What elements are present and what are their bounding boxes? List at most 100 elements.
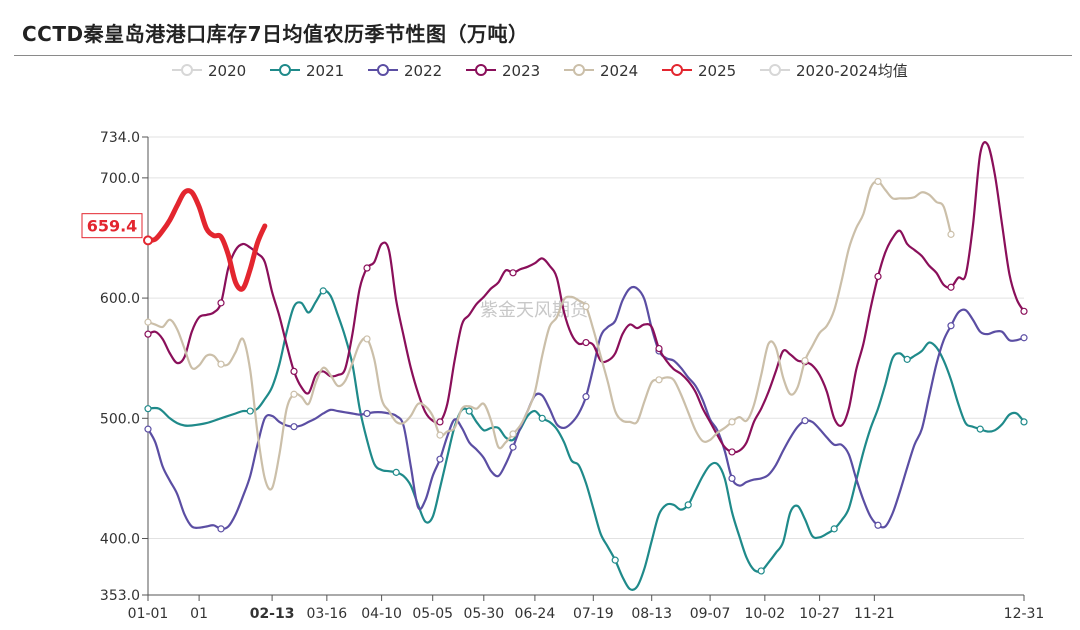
y-tick-label: 353.0 [100,588,140,604]
series-point-2023 [947,283,955,291]
series-line-2022 [146,285,1026,531]
series-point-2023 [144,330,152,338]
series-point-2022 [728,474,736,482]
legend-marker [279,64,291,76]
series-point-2024 [655,376,663,384]
x-tick-label: 10-27 [799,606,840,622]
x-tick-label: 03-16 [307,606,348,622]
series-point-2022 [801,417,809,425]
x-tick-label: 09-07 [690,606,731,622]
watermark: 紫金天风期货 [480,300,588,321]
series-point-2024 [363,335,371,343]
grid [147,136,1024,596]
x-tick-label: 02-13 [250,606,295,622]
x-tick-label: 07-19 [573,606,614,622]
legend-label: 2022 [404,62,442,80]
x-tick-label: 05-05 [412,606,453,622]
series-point-2021 [246,407,254,415]
series-line-2023 [146,141,1026,454]
legend-item-2025[interactable]: 2025 [662,62,736,80]
legend-item-2022[interactable]: 2022 [368,62,442,80]
legend-marker [475,64,487,76]
last-value-text: 659.4 [87,217,138,236]
series-point-2021 [757,567,765,575]
legend-label: 2020-2024均值 [796,62,908,80]
series-point-2022 [290,423,298,431]
x-axis-ticks: 01-01 01 02-13 03-16 04-10 05-05 05-30 06-24 07-… [128,595,1045,622]
series-point-2024 [290,390,298,398]
y-tick-label: 734.0 [100,130,140,146]
series-point-2021 [1020,418,1028,426]
x-tick-label: 05-30 [463,606,504,622]
series-lines [143,141,1028,591]
y-tick-label: 600.0 [100,291,140,307]
legend-marker [671,64,683,76]
legend-item-2021[interactable]: 2021 [270,62,344,80]
legend-label: 2025 [698,62,736,80]
legend-item-2020[interactable]: 2020 [172,62,246,80]
series-point-2025 [143,235,153,246]
legend-item-2024[interactable]: 2024 [564,62,638,80]
legend-label: 2024 [600,62,638,80]
series-point-2024 [728,418,736,426]
y-axis-ticks: 353.0 400.0 500.0 600.0 700.0 734.0 [100,130,148,604]
x-tick-label: 01-01 [128,606,169,622]
series-point-2023 [290,367,298,376]
series-point-2023 [436,418,444,426]
legend-label: 2021 [306,62,344,80]
last-value-label: 659.4 [81,213,143,239]
y-tick-label: 700.0 [100,171,140,187]
y-tick-label: 500.0 [100,411,140,427]
legend-item-2020-2024均值[interactable]: 2020-2024均值 [760,62,908,80]
series-point-2023 [728,448,736,456]
series-point-2022 [874,521,882,529]
legend-marker [377,64,389,76]
series-point-2023 [509,269,517,277]
legend-label: 2020 [208,62,246,80]
series-point-2021 [144,405,152,413]
legend-marker [769,64,781,76]
x-tick-label: 11-21 [854,606,895,622]
series-point-2023 [217,299,225,307]
series-point-2021 [976,425,984,433]
series-point-2022 [363,409,371,418]
series-point-2021 [319,287,327,295]
series-point-2022 [582,393,590,401]
series-point-2021 [392,468,400,476]
series-point-2021 [538,414,546,422]
series-point-2024 [582,302,590,311]
series-point-2024 [436,431,444,439]
chart-title: CCTD秦皇岛港港口库存7日均值农历季节性图（万吨） [22,22,529,46]
series-point-2024 [217,360,225,368]
series-point-2024 [874,177,882,186]
x-tick-label: 01 [190,606,208,622]
series-point-2024 [144,318,152,326]
series-point-2023 [582,338,590,347]
series-point-2022 [509,443,517,451]
series-line-2025 [145,188,268,292]
series-point-2024 [801,356,809,365]
series-point-2021 [903,355,911,363]
series-point-2022 [1020,334,1028,342]
series-line-2021 [146,289,1026,591]
x-tick-label: 04-10 [361,606,402,622]
x-tick-label: 10-02 [745,606,786,622]
x-tick-label: 08-13 [631,606,672,622]
legend-marker [181,64,193,76]
legend-label: 2023 [502,62,540,80]
legend-item-2023[interactable]: 2023 [466,62,540,80]
series-point-2022 [436,455,444,463]
series-point-2024 [947,230,955,238]
series-point-2021 [684,501,692,509]
series-point-2021 [465,407,473,415]
series-line-2024 [146,180,953,491]
series-point-2023 [1020,307,1028,315]
series-point-2022 [144,425,152,433]
x-tick-label: 12-31 [1004,606,1045,622]
last-value-box [81,213,143,239]
series-point-2022 [217,525,225,533]
series-point-2021 [611,556,619,564]
series-point-2023 [655,344,663,353]
series-point-2021 [830,525,838,533]
